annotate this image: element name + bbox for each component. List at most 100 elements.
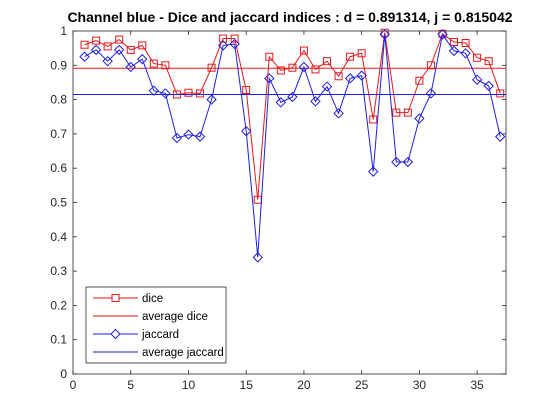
dice-point [323,57,332,66]
legend-label-jaccard: jaccard [141,329,179,341]
jaccard-point [379,29,390,40]
y-tick-label: 0.5 [50,196,67,210]
jaccard-point [90,44,102,56]
y-tick-label: 0.9 [50,58,67,72]
legend-label-average-jaccard: average jaccard [142,347,224,359]
dice-point [473,53,482,62]
jaccard-point [102,55,113,67]
dice-point [288,63,297,72]
jaccard-point [471,74,483,85]
jaccard-point [252,252,263,263]
dice-point [450,37,459,46]
jaccard-point [368,166,379,177]
jaccard-point [356,70,367,81]
x-tick-label: 15 [240,378,254,392]
dice-point [207,63,216,72]
legend-box [85,286,227,364]
x-tick-label: 35 [470,378,484,392]
dice-point [403,108,412,117]
jaccard-point [113,44,125,56]
x-tick-label: 0 [70,378,77,392]
dice-point [219,34,228,43]
jaccard-point [298,61,310,73]
dice-point [357,49,366,58]
y-tick-label: 0.2 [50,298,67,312]
dice-point [311,65,320,74]
jaccard-point [79,51,90,62]
dice-point [230,34,239,43]
dice-point [115,35,124,44]
dice-point [426,61,435,70]
jaccard-point [148,85,160,96]
jaccard-point [137,53,148,65]
x-tick-label: 20 [297,378,311,392]
jaccard-point [264,73,275,84]
chart-title: Channel blue - Dice and jaccard indices … [67,9,512,25]
dice-point [242,85,251,94]
dice-point [138,41,147,50]
dice-point [461,39,470,48]
y-tick-label: 0.1 [50,333,67,347]
jaccard-point [229,38,240,50]
jaccard-point [240,125,252,137]
jaccard-point [183,129,194,140]
dice-point [196,89,205,98]
jaccard-point [344,73,356,84]
dice-line [84,32,501,200]
jaccard-point [287,91,298,103]
jaccard-point [171,132,183,144]
y-tick-label: 0.6 [50,161,67,175]
jaccard-point [448,45,460,57]
jaccard-point [125,61,136,73]
jaccard-point [483,80,494,92]
jaccard-point [321,81,333,92]
legend-label-dice: dice [142,293,163,305]
jaccard-point [160,88,171,99]
x-tick-label: 5 [127,378,134,392]
y-tick-label: 0.7 [50,127,67,141]
dice-point [334,72,343,81]
jaccard-point [391,156,402,168]
jaccard-point [194,131,206,142]
dice-point [369,115,378,124]
dice-point [126,45,135,54]
jaccard-point [414,113,425,124]
legend-label-average-dice: average dice [142,311,208,323]
y-tick-label: 0.8 [50,93,67,107]
jaccard-point [310,96,321,107]
jaccard-point [495,131,506,142]
dice-point [392,108,401,117]
dice-point [299,46,308,55]
x-tick-label: 25 [355,378,369,392]
dice-point [276,66,285,75]
jaccard-point [333,108,344,119]
jaccard-point [425,88,437,99]
jaccard-point [217,40,229,51]
y-tick-label: 0.4 [50,230,67,244]
dice-point [80,40,89,49]
dice-point [149,59,158,68]
jaccard-point [275,97,287,108]
y-tick-label: 0.3 [50,264,67,278]
y-tick-label: 1 [60,24,67,38]
dice-point [265,52,274,61]
x-tick-label: 30 [413,378,427,392]
dice-point [484,57,493,66]
legend-marker-jaccard [110,328,121,340]
dice-point [415,76,424,85]
dice-point [346,52,355,61]
y-tick-label: 0 [60,367,67,381]
jaccard-line [84,33,501,258]
jaccard-point [206,94,217,105]
jaccard-point [437,29,448,40]
dice-point [103,42,112,51]
x-tick-label: 10 [182,378,196,392]
dice-point [161,61,170,70]
jaccard-point [460,48,471,59]
plot-area: 0 5 10 15 20 25 30 35 0 0.1 0.2 0.3 0.4 0.5 0.6 0.7 0.8 0… [50,24,507,392]
dice-point [92,36,101,45]
legend-marker-dice [111,294,120,302]
dice-point [184,88,193,97]
jaccard-point [402,156,414,168]
